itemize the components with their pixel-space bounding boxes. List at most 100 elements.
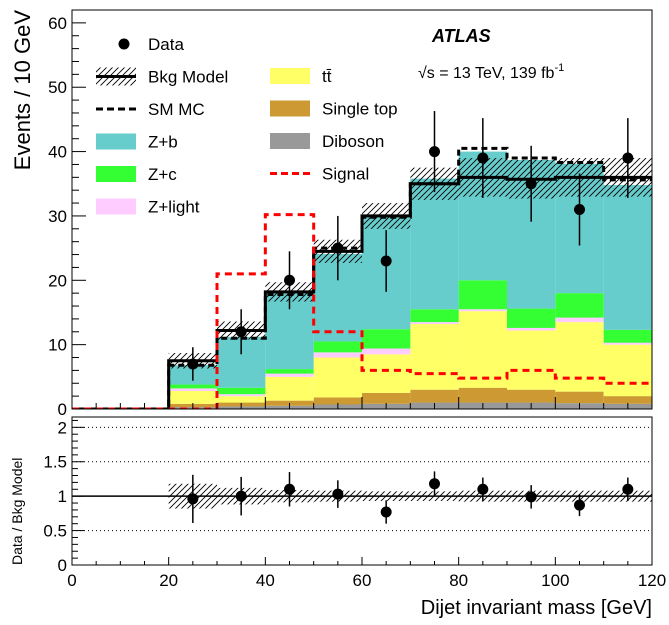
ratio-point-3 <box>332 488 344 500</box>
data-point-2 <box>284 274 295 286</box>
bar-zlight-bin-3 <box>217 394 266 397</box>
bar-singletop-bin-6 <box>362 392 411 404</box>
ratio-point-4 <box>380 506 392 518</box>
ratio-gridlines <box>72 426 652 532</box>
legend-data-marker <box>118 38 130 50</box>
main-x-ticks <box>71 397 653 409</box>
data-points <box>187 111 634 381</box>
data-point-4 <box>380 255 392 267</box>
legend-singletop-label: Single top <box>322 100 398 119</box>
x-tick-label-2: 40 <box>256 571 275 590</box>
bar-zlight-bin-2 <box>168 388 217 391</box>
bar-singletop-bin-5 <box>313 397 362 405</box>
energy-lumi-text: √s = 13 TeV, 139 fb <box>418 65 555 82</box>
ratio-y-tick-label-2: 1 <box>58 487 67 506</box>
ratio-point-1 <box>235 490 247 502</box>
bar-ttbar-bin-11 <box>603 344 652 397</box>
bar-ttbar-bin-8 <box>458 311 507 388</box>
bar-ttbar-bin-4 <box>265 376 314 401</box>
bar-zlight-bin-7 <box>410 322 459 325</box>
bar-zlight-bin-4 <box>265 373 314 377</box>
bar-ttbar-bin-10 <box>555 322 604 392</box>
x-tick-label-0: 0 <box>67 571 76 590</box>
signal-line <box>72 213 652 409</box>
legend-diboson-swatch <box>270 133 310 149</box>
legend-diboson-label: Diboson <box>322 132 384 151</box>
x-axis: 0 20 40 60 80 100 120 <box>67 557 666 590</box>
ratio-y-tick-label-1: 0.5 <box>43 522 67 541</box>
bar-ttbar-bin-6 <box>362 354 411 393</box>
bar-zc-bin-11 <box>603 329 652 343</box>
bar-singletop-bin-7 <box>410 389 459 403</box>
y-axis-label: Events / 10 GeV <box>10 10 35 171</box>
y-tick-label-4: 40 <box>48 143 67 162</box>
x-tick-label-5: 100 <box>541 571 569 590</box>
legend-sm_mc-label: SM MC <box>148 100 205 119</box>
y-tick-label-6: 60 <box>48 14 67 33</box>
ratio-point-2 <box>284 483 295 495</box>
bar-zc-bin-8 <box>458 280 507 310</box>
bar-zlight-bin-8 <box>458 309 507 312</box>
legend-zb-label: Z+b <box>148 133 178 152</box>
data-point-5 <box>429 146 440 158</box>
main-y-axis: 0 10 20 30 40 50 60 <box>48 9 86 419</box>
data-point-8 <box>574 204 585 215</box>
bar-zc-bin-4 <box>265 369 314 374</box>
bar-singletop-bin-10 <box>555 391 604 404</box>
legend-signal-label: Signal <box>322 165 369 184</box>
bar-singletop-bin-8 <box>458 387 507 403</box>
bar-zlight-bin-9 <box>507 327 556 331</box>
bar-zb-bin-11 <box>603 185 652 330</box>
bar-zc-bin-10 <box>555 293 604 318</box>
bar-ttbar-bin-9 <box>507 330 556 390</box>
bar-ttbar-bin-5 <box>313 357 362 398</box>
legend-ttbar-label: tt̄ <box>322 67 332 86</box>
ratio-point-6 <box>477 483 489 495</box>
bar-zc-bin-2 <box>168 384 217 389</box>
ratio-points <box>187 471 634 524</box>
bar-zc-bin-5 <box>313 341 362 353</box>
y-tick-label-3: 30 <box>48 207 67 226</box>
ratio-point-8 <box>574 499 585 511</box>
bar-singletop-bin-9 <box>507 389 556 403</box>
ratio-y-axis: 0 0.5 1 1.5 2 <box>43 418 84 575</box>
ratio-y-tick-label-4: 2 <box>58 418 67 437</box>
x-tick-label-6: 120 <box>638 571 666 590</box>
legend-singletop-swatch <box>270 100 310 117</box>
lumi-exponent: -1 <box>554 62 564 74</box>
data-point-9 <box>622 152 634 164</box>
x-tick-label-4: 80 <box>449 571 468 590</box>
y-tick-label-0: 0 <box>58 400 67 419</box>
bar-zc-bin-7 <box>410 309 459 323</box>
bar-zb-bin-7 <box>410 178 459 310</box>
energy-lumi-label: √s = 13 TeV, 139 fb-1 <box>418 62 564 82</box>
legend-zb-swatch <box>96 133 136 150</box>
data-point-7 <box>525 178 537 190</box>
legend-bkg_model-label: Bkg Model <box>148 68 228 87</box>
bar-zc-bin-9 <box>507 308 556 328</box>
x-axis-label: Dijet invariant mass [GeV] <box>421 597 652 619</box>
y-tick-label-5: 50 <box>48 78 67 97</box>
ratio-point-5 <box>429 478 440 490</box>
ratio-point-7 <box>525 491 537 503</box>
ratio-point-9 <box>622 483 634 495</box>
legend: Data Bkg Model SM MC Z+b Z+c Z+light tt̄ Single… <box>96 35 398 217</box>
y-tick-label-2: 20 <box>48 271 67 290</box>
bar-zlight-bin-10 <box>555 317 604 323</box>
bar-singletop-bin-11 <box>603 396 652 404</box>
bar-ttbar-bin-2 <box>168 390 217 404</box>
bar-zc-bin-3 <box>217 387 266 395</box>
y-tick-label-1: 10 <box>48 336 67 355</box>
legend-zlight-label: Z+light <box>148 198 200 217</box>
data-point-6 <box>477 152 489 164</box>
bar-ttbar-bin-3 <box>217 396 266 403</box>
ratio-y-axis-label: Data / Bkg Model <box>9 458 25 565</box>
ratio-point-0 <box>187 493 199 505</box>
legend-zc-label: Z+c <box>148 165 177 184</box>
legend-ttbar-swatch <box>270 68 310 84</box>
legend-zc-swatch <box>96 166 136 182</box>
data-point-0 <box>187 358 199 370</box>
bar-zlight-bin-5 <box>313 352 362 358</box>
ratio-y-tick-label-3: 1.5 <box>43 453 67 472</box>
